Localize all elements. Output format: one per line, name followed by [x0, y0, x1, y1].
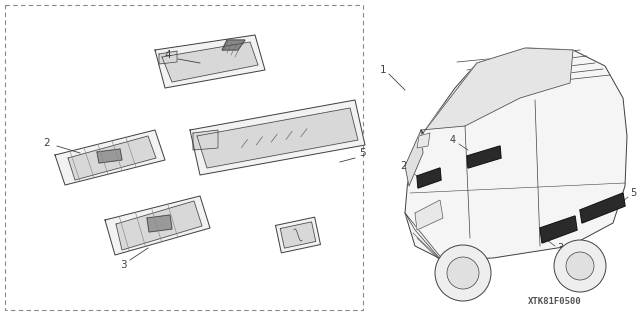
Circle shape — [447, 257, 479, 289]
Polygon shape — [580, 193, 625, 223]
Polygon shape — [467, 146, 501, 168]
Text: 5: 5 — [360, 148, 366, 158]
Polygon shape — [417, 168, 441, 188]
Polygon shape — [540, 216, 577, 243]
Polygon shape — [197, 108, 358, 168]
Circle shape — [554, 240, 606, 292]
Circle shape — [566, 252, 594, 280]
Polygon shape — [116, 201, 202, 250]
Polygon shape — [68, 136, 156, 180]
Circle shape — [435, 245, 491, 301]
Polygon shape — [105, 196, 210, 255]
Polygon shape — [405, 130, 423, 186]
Polygon shape — [159, 51, 177, 64]
Polygon shape — [405, 48, 627, 260]
Text: 3: 3 — [120, 260, 126, 270]
Polygon shape — [417, 133, 430, 148]
Text: 4: 4 — [164, 50, 172, 60]
Polygon shape — [190, 100, 365, 175]
Polygon shape — [415, 200, 443, 230]
Text: 2: 2 — [400, 161, 406, 171]
Polygon shape — [421, 48, 573, 133]
Polygon shape — [155, 35, 265, 88]
Polygon shape — [276, 217, 321, 253]
Text: 5: 5 — [630, 188, 636, 198]
Text: 4: 4 — [450, 135, 456, 145]
Text: 2: 2 — [44, 138, 51, 148]
Polygon shape — [55, 130, 165, 185]
Text: 3: 3 — [557, 243, 563, 253]
Polygon shape — [222, 40, 245, 50]
Text: XTK81F0500: XTK81F0500 — [528, 298, 582, 307]
Bar — [5, 5, 363, 310]
Text: 1: 1 — [380, 65, 387, 75]
Polygon shape — [97, 149, 122, 163]
Polygon shape — [162, 42, 258, 82]
Polygon shape — [280, 222, 316, 248]
Polygon shape — [405, 213, 455, 276]
Polygon shape — [147, 215, 172, 232]
Polygon shape — [193, 130, 218, 150]
